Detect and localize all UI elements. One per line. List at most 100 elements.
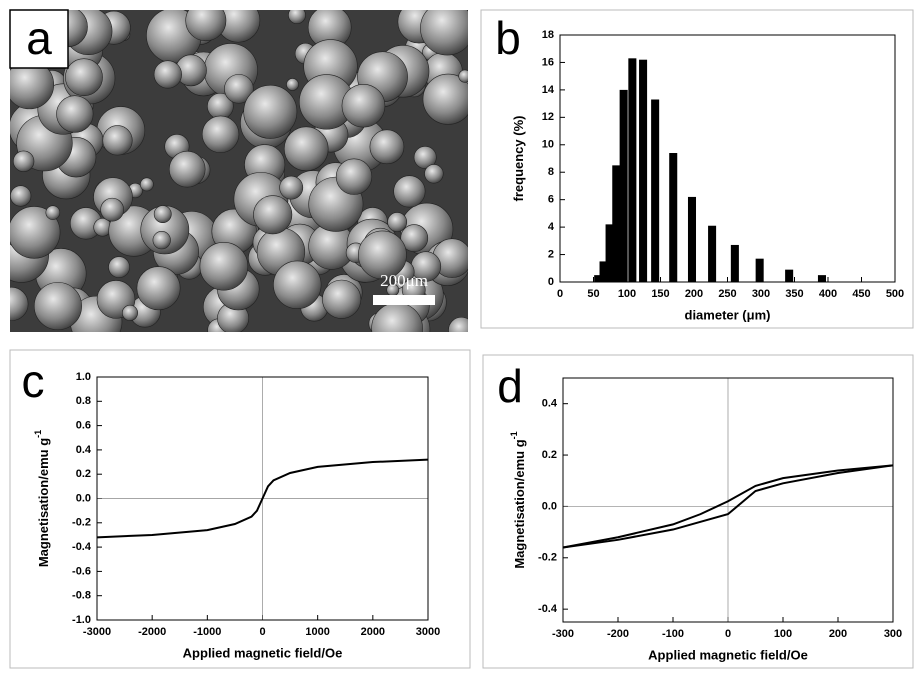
y-axis-label-text: frequency (%) bbox=[511, 116, 526, 202]
bar bbox=[651, 99, 660, 282]
particle bbox=[100, 197, 124, 222]
particle bbox=[322, 279, 362, 319]
particle bbox=[243, 84, 298, 139]
y-tick-label: 0.8 bbox=[76, 395, 91, 407]
bar bbox=[594, 275, 603, 282]
y-tick-label: 10 bbox=[542, 139, 554, 151]
y-axis-label-sup: -1 bbox=[509, 431, 519, 439]
y-tick-label: 18 bbox=[542, 29, 554, 41]
plot-frame bbox=[562, 377, 894, 623]
x-tick-label: 300 bbox=[752, 288, 770, 300]
panel-label: d bbox=[497, 360, 523, 412]
particle bbox=[45, 205, 61, 220]
particle bbox=[413, 145, 437, 169]
x-tick-label: -200 bbox=[607, 628, 629, 640]
line bbox=[562, 464, 894, 549]
x-tick-label: -2000 bbox=[138, 626, 166, 638]
particle bbox=[448, 316, 468, 332]
y-tick-label: 14 bbox=[542, 84, 555, 96]
particle bbox=[387, 212, 408, 232]
particle bbox=[393, 175, 426, 208]
particle bbox=[102, 125, 133, 156]
x-tick-label: 250 bbox=[718, 288, 736, 300]
scale-bar bbox=[373, 295, 435, 305]
y-tick-label: -0.6 bbox=[72, 565, 91, 577]
particle bbox=[152, 231, 171, 250]
bar bbox=[669, 153, 678, 282]
y-tick-label: 2 bbox=[548, 248, 554, 260]
particle bbox=[420, 10, 468, 56]
particle bbox=[422, 73, 468, 125]
y-tick-label: 0.6 bbox=[76, 420, 91, 432]
particle bbox=[153, 205, 172, 224]
y-tick-label: 0.2 bbox=[76, 468, 91, 480]
particle bbox=[121, 304, 138, 321]
y-axis-label: frequency (%) bbox=[511, 116, 526, 202]
x-tick-label: 150 bbox=[651, 288, 669, 300]
x-axis-label: diameter (μm) bbox=[685, 307, 771, 322]
particle bbox=[288, 10, 306, 24]
x-tick-label: -300 bbox=[552, 628, 574, 640]
y-tick-label: 0.2 bbox=[542, 449, 557, 461]
x-tick-label: 350 bbox=[785, 288, 803, 300]
panel-label: c bbox=[22, 355, 45, 407]
bar bbox=[628, 58, 637, 283]
particle bbox=[65, 58, 103, 97]
y-tick-label: -0.4 bbox=[72, 541, 92, 553]
particle bbox=[358, 230, 407, 280]
x-axis-label: Applied magnetic field/Oe bbox=[183, 645, 343, 660]
y-tick-label: 8 bbox=[548, 166, 554, 178]
particle bbox=[279, 175, 304, 200]
particle bbox=[108, 256, 130, 278]
particle bbox=[168, 150, 206, 188]
x-tick-label: -100 bbox=[662, 628, 684, 640]
x-tick-label: 1000 bbox=[305, 626, 329, 638]
particle bbox=[273, 260, 322, 309]
bar bbox=[755, 258, 764, 282]
y-tick-label: 0.4 bbox=[542, 398, 558, 410]
x-tick-label: 100 bbox=[618, 288, 636, 300]
y-tick-label: 0.0 bbox=[542, 500, 557, 512]
x-tick-label: 200 bbox=[829, 628, 847, 640]
plot-frame bbox=[559, 34, 896, 283]
scale-bar-label: 200μm bbox=[380, 271, 428, 290]
particle bbox=[12, 150, 35, 172]
bar bbox=[619, 89, 628, 282]
x-tick-label: 50 bbox=[587, 288, 599, 300]
x-tick-label: 0 bbox=[557, 288, 563, 300]
plot-frame bbox=[96, 376, 429, 621]
particle bbox=[10, 206, 61, 259]
bar bbox=[817, 275, 826, 282]
y-tick-label: 16 bbox=[542, 56, 554, 68]
y-tick-label: -1.0 bbox=[72, 614, 91, 626]
bar bbox=[708, 225, 717, 282]
particle bbox=[286, 78, 299, 91]
particle bbox=[400, 224, 429, 252]
particle bbox=[371, 302, 423, 332]
bar bbox=[599, 261, 608, 282]
particle bbox=[139, 177, 154, 192]
x-tick-label: 2000 bbox=[361, 626, 385, 638]
particle bbox=[341, 83, 386, 128]
bar bbox=[687, 196, 697, 282]
panel-label-box bbox=[9, 9, 69, 69]
x-tick-label: 300 bbox=[884, 628, 902, 640]
panel-frame bbox=[480, 9, 914, 329]
y-tick-label: 0.4 bbox=[76, 444, 92, 456]
y-tick-label: -0.2 bbox=[72, 517, 91, 529]
particle bbox=[283, 126, 329, 172]
x-tick-label: 400 bbox=[819, 288, 837, 300]
x-tick-label: 3000 bbox=[416, 626, 440, 638]
x-axis-label: Applied magnetic field/Oe bbox=[648, 647, 808, 662]
x-tick-label: 500 bbox=[886, 288, 904, 300]
x-tick-label: -1000 bbox=[193, 626, 221, 638]
y-tick-label: -0.8 bbox=[72, 590, 91, 602]
y-tick-label: -0.2 bbox=[538, 552, 557, 564]
x-tick-label: 100 bbox=[774, 628, 792, 640]
y-tick-label: 12 bbox=[542, 111, 554, 123]
particle bbox=[335, 158, 373, 195]
x-tick-label: 0 bbox=[259, 626, 265, 638]
particle bbox=[56, 95, 94, 133]
x-tick-label: 0 bbox=[725, 628, 731, 640]
particle bbox=[33, 282, 82, 331]
